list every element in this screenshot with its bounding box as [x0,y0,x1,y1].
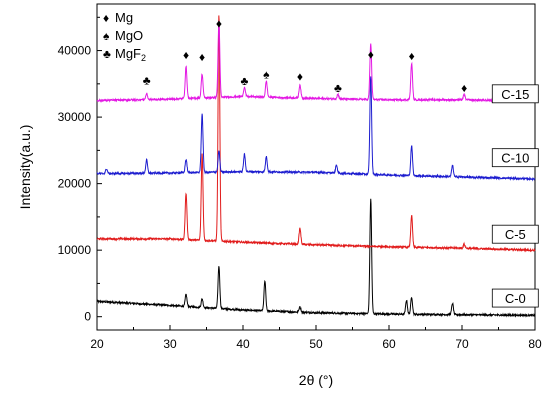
series-label-box [491,224,539,244]
series-label-box [491,148,539,168]
peak-marker: ♦ [368,48,374,62]
x-axis-label: 2θ (°) [299,372,333,388]
legend: ♦ Mg ♠ MgO ♣ MgF2 [103,10,146,63]
y-tick-label: 0 [84,310,91,324]
peak-marker: ♦ [216,16,222,30]
series-label-c-5: C-5 [505,227,526,242]
peak-marker: ♦ [409,49,415,63]
peak-marker: ♠ [263,68,270,82]
axis-layer: 20 30 40 50 60 70 80 0 10000 20000 30000 40000 [58,16,542,351]
series-label-c-10: C-10 [501,151,529,166]
peak-marker: ♣ [334,81,342,95]
series-line-c-15 [96,20,536,103]
x-tick-label: 70 [455,337,469,351]
y-tick-label: 30000 [58,110,92,124]
legend-label: Mg [115,10,133,25]
x-tick-label: 60 [382,337,396,351]
x-tick-label: 20 [90,337,104,351]
series-label-box [491,288,539,308]
series-label-c-15: C-15 [501,87,529,102]
series-line-c-0 [96,198,536,318]
peak-marker: ♦ [183,48,189,62]
y-tick-label: 20000 [58,177,92,191]
series-label-c-0: C-0 [505,291,526,306]
plot-frame [96,3,536,331]
peak-marker: ♣ [241,74,249,88]
peak-marker: ♦ [461,81,467,95]
x-tick-label: 50 [309,337,323,351]
y-axis-label: Intensity(a.u.) [17,125,33,210]
series-line-c-10 [96,76,536,182]
legend-symbol: ♠ [103,29,110,43]
x-tick-label: 30 [163,337,177,351]
legend-symbol: ♦ [103,11,109,25]
peak-marker: ♦ [199,50,205,64]
legend-label: MgO [115,28,143,43]
annotation-layer: ♦ ♦ ♦ ♦ ♦ ♦ ♦ ♠ ♣ ♣ ♣ C-15 C-10 C-5 C-0 [143,16,539,308]
legend-label: MgF2 [115,46,146,63]
legend-symbol: ♣ [103,47,111,61]
series-layer [96,15,536,318]
peak-marker: ♣ [143,74,151,88]
x-tick-label: 40 [236,337,250,351]
series-line-c-5 [96,15,536,253]
x-tick-label: 80 [528,337,542,351]
y-tick-label: 40000 [58,44,92,58]
y-tick-label: 10000 [58,243,92,257]
series-label-box [491,84,539,104]
peak-marker: ♦ [297,70,303,84]
